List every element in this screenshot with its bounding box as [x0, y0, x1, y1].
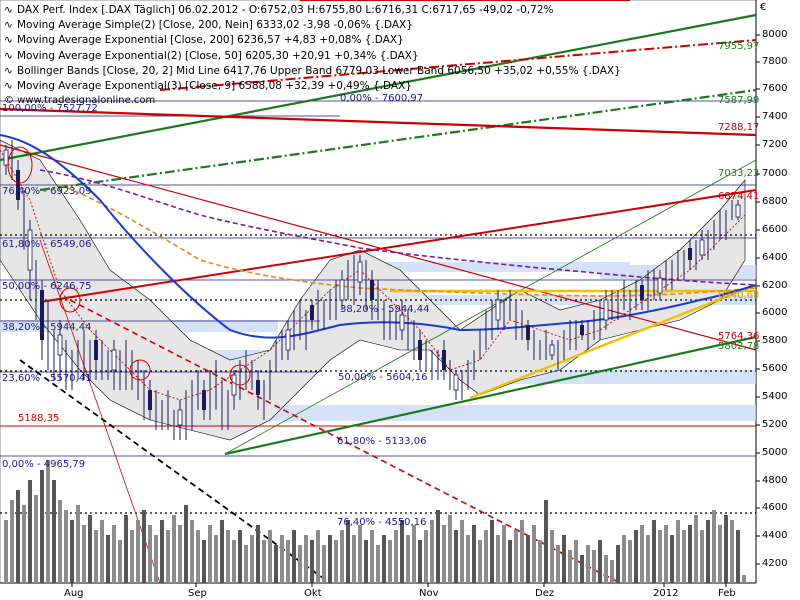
ema200b-line	[59, 184, 757, 297]
y-tick: 6800	[762, 196, 788, 207]
legend-line-4: ∿ Bollinger Bands [Close, 20, 2] Mid Line…	[4, 64, 621, 79]
fib-label: 0,00% - 7600,97	[340, 93, 424, 104]
y-tick: 7600	[762, 83, 788, 94]
trendline-value: 7587,99	[718, 95, 760, 106]
watermark: © www.tradesignalonline.com	[4, 95, 156, 106]
volume-bars	[4, 460, 746, 583]
fib-label: 61,80% - 5133,06	[337, 436, 427, 447]
x-tick: Okt	[304, 588, 322, 599]
y-tick: 4600	[762, 502, 788, 513]
y-tick: 7200	[762, 139, 788, 150]
fib-label: 50,00% - 5604,16	[338, 372, 428, 383]
x-tick: Feb	[718, 588, 736, 599]
fib-label: 5188,35	[18, 413, 60, 424]
y-tick: 7000	[762, 168, 788, 179]
trendline-value: 5802,78	[718, 341, 760, 352]
fib-label: 23,60% - 5570,41	[2, 373, 92, 384]
x-tick: Dez	[535, 588, 555, 599]
line-icon: ∿	[4, 4, 13, 16]
y-tick: 4400	[762, 530, 788, 541]
line-icon: ∿	[4, 34, 13, 47]
x-tick: Sep	[188, 588, 207, 599]
fib-label: 38,20% - 5944,44	[340, 304, 430, 315]
fib-label: 38,20% - 5944,44	[2, 322, 92, 333]
y-tick: 6200	[762, 280, 788, 291]
legend-line-2: ∿ Moving Average Exponential [Close, 200]…	[4, 33, 621, 48]
ema50-line	[0, 134, 757, 339]
y-tick: 5800	[762, 335, 788, 346]
trendline-value: 6240,68	[718, 290, 760, 301]
candle-bodies	[3, 149, 741, 426]
y-tick: 4200	[762, 558, 788, 569]
y-tick: 8000	[762, 29, 788, 40]
fib-label: 76,40% - 4550,16	[337, 517, 427, 528]
y-tick: 6000	[762, 307, 788, 318]
trendline-value: 7955,97	[718, 41, 760, 52]
candle-bodies-filled	[16, 170, 692, 410]
line-icon: ∿	[4, 49, 13, 62]
trendline-value: 7288,17	[718, 122, 760, 133]
legend-line-0: ∿ DAX Perf. Index [.DAX Täglich] 06.02.20…	[4, 3, 621, 18]
line-icon: ∿	[4, 80, 13, 93]
legend-line-5: ∿ Moving Average Exponential(3) [Close, 9…	[4, 79, 621, 94]
y-tick: 6600	[762, 224, 788, 235]
trendline-value: 7033,23	[718, 168, 760, 179]
y-tick: 5400	[762, 391, 788, 402]
x-tick: Aug	[64, 588, 84, 599]
trendline-value: 5764,36	[718, 331, 760, 342]
y-tick: 7400	[762, 111, 788, 122]
line-icon: ∿	[4, 64, 13, 77]
y-tick: 4800	[762, 475, 788, 486]
y-tick: 5200	[762, 419, 788, 430]
legend: ∿ DAX Perf. Index [.DAX Täglich] 06.02.20…	[4, 3, 621, 94]
x-tick: Nov	[419, 588, 439, 599]
x-tick: 2012	[653, 588, 679, 599]
fib-label: 100,00% - 7527,72	[2, 103, 98, 114]
y-tick: 5000	[762, 447, 788, 458]
y-tick: 5600	[762, 363, 788, 374]
legend-line-3: ∿ Moving Average Exponential(2) [Close, 5…	[4, 49, 621, 64]
y-tick: 7800	[762, 56, 788, 67]
ema9-line	[0, 149, 746, 401]
line-icon: ∿	[4, 19, 13, 32]
currency-label: €	[760, 2, 767, 13]
ema200-line	[39, 169, 757, 286]
trendline-value: 6874,41	[718, 191, 760, 202]
fib-label: 61,80% - 6549,06	[2, 239, 92, 250]
y-tick: 6400	[762, 252, 788, 263]
fib-label: 50,00% - 6246,75	[2, 281, 92, 292]
fib-label: 76,40% - 6923,09	[2, 186, 92, 197]
fib-label: 0,00% - 4965,79	[2, 459, 86, 470]
legend-line-1: ∿ Moving Average Simple(2) [Close, 200, N…	[4, 18, 621, 33]
